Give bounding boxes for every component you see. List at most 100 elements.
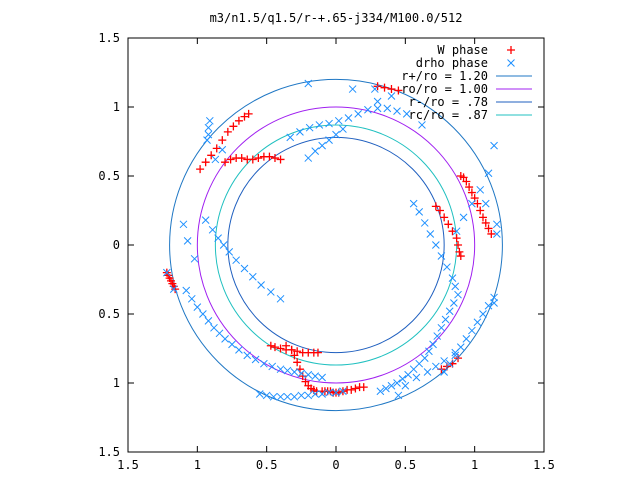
drho-phase-point: [393, 379, 401, 387]
drho-phase-point: [201, 216, 210, 225]
legend-label: drho phase: [416, 56, 488, 70]
drho-phase-point: [169, 285, 178, 294]
drho-phase-point: [204, 123, 213, 132]
w-phase-point: [351, 384, 360, 393]
legend-label: rc/ro = .87: [409, 108, 488, 122]
w-phase-point: [448, 227, 457, 236]
drho-phase-point: [437, 252, 446, 260]
drho-phase-point: [420, 219, 429, 227]
w-phase-point: [207, 151, 216, 160]
w-phase-point: [240, 112, 249, 121]
drho-phase-point: [199, 310, 207, 318]
drho-phase-point: [441, 315, 450, 324]
drho-phase-point: [334, 116, 343, 125]
drho-phase-point: [190, 254, 199, 263]
legend-label: r+/ro = 1.20: [401, 69, 488, 83]
drho-phase-point: [325, 136, 333, 144]
drho-phase-point: [431, 241, 440, 249]
drho-phase-point: [162, 268, 171, 277]
w-phase-point: [431, 202, 440, 211]
w-phase-point: [237, 154, 246, 163]
x-tick-label: 1: [471, 458, 478, 472]
drho-phase-point: [221, 334, 229, 343]
circle-ro-ro-1-00: [196, 106, 476, 384]
drho-phase-point: [304, 154, 313, 162]
w-phase-point: [248, 155, 257, 164]
drho-phase-point: [193, 303, 202, 311]
w-phase-point: [298, 372, 307, 381]
w-phase-point: [478, 213, 487, 222]
drho-phase-point: [468, 326, 476, 335]
drho-phase-point: [459, 213, 468, 222]
drho-phase-point: [490, 293, 498, 302]
drho-phase-point: [283, 392, 292, 401]
y-tick-label: 0: [113, 238, 120, 252]
drho-phase-point: [251, 355, 260, 364]
w-phase-point: [270, 343, 279, 352]
drho-phase-point: [437, 323, 446, 332]
drho-phase-point: [476, 185, 485, 194]
drho-phase-point: [286, 133, 295, 142]
drho-phase-point: [373, 104, 382, 113]
drho-phase-point: [257, 281, 265, 289]
w-phase-point: [229, 122, 238, 131]
drho-phase-point: [204, 317, 213, 325]
w-phase-point: [436, 206, 444, 215]
w-phase-point: [387, 85, 396, 94]
w-phase-point: [266, 341, 275, 350]
drho-phase-point: [456, 343, 465, 351]
drho-phase-point: [426, 230, 435, 238]
drho-phase-point: [260, 359, 268, 368]
w-phase-point: [465, 183, 474, 192]
y-tick-label: 1.5: [98, 445, 120, 459]
drho-phase-point: [383, 104, 392, 113]
w-phase-point: [452, 234, 461, 243]
drho-phase-point: [232, 256, 241, 265]
w-phase-point: [171, 285, 180, 294]
drho-phase-point: [276, 365, 285, 374]
drho-phase-point: [445, 307, 454, 316]
drho-phase-point: [398, 375, 407, 383]
drho-phase-point: [311, 372, 320, 380]
w-phase-point: [444, 220, 453, 229]
drho-phase-point: [382, 384, 390, 393]
w-phase-point: [462, 177, 471, 186]
drho-phase-point: [429, 340, 437, 349]
drho-phase-point: [454, 290, 462, 299]
drho-phase-point: [332, 130, 340, 139]
w-phase-point: [276, 155, 285, 164]
x-tick-label: 1.5: [117, 458, 139, 472]
drho-phase-point: [479, 310, 487, 318]
legend-plus-sample: [507, 46, 515, 54]
drho-phase-point: [325, 119, 333, 128]
circle-r-ro-78: [227, 136, 445, 354]
drho-phase-point: [484, 301, 493, 310]
w-phase-point: [223, 127, 232, 136]
drho-phase-point: [214, 234, 222, 242]
drho-phase-point: [225, 248, 234, 256]
drho-phase-point: [412, 373, 421, 382]
drho-phase-point: [448, 274, 457, 282]
drho-phase-point: [305, 123, 314, 132]
drho-phase-point: [276, 294, 285, 303]
axes: 1.5 1 0.5 0 0.5 1 1.51.510.500.511.5: [98, 31, 555, 472]
drho-phase-point: [443, 263, 451, 271]
drho-phase-point: [404, 370, 412, 379]
drho-phase-point: [290, 392, 299, 401]
w-phase-point: [456, 252, 465, 261]
drho-phase-point: [296, 127, 304, 136]
drho-phase-point: [339, 125, 347, 133]
drho-phase-point: [445, 359, 454, 368]
drho-phase-point: [402, 110, 411, 118]
drho-phase-point: [387, 381, 396, 390]
w-phase-point: [276, 344, 285, 353]
drho-phase-point: [266, 288, 275, 296]
w-phase-point: [254, 154, 263, 163]
drho-phase-point: [311, 147, 320, 156]
drho-phase-point: [440, 368, 449, 376]
drho-phase-point: [452, 227, 461, 236]
drho-phase-point: [235, 346, 243, 354]
w-phase-point: [218, 136, 227, 145]
drho-phase-point: [401, 381, 410, 390]
